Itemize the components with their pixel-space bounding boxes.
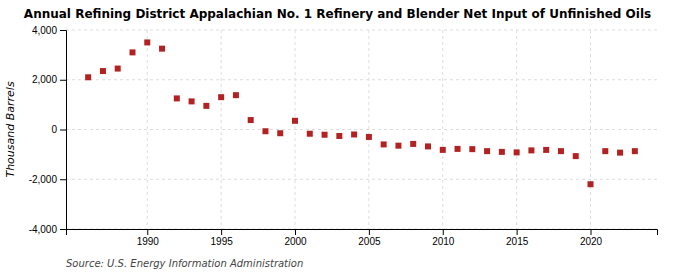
point (336, 133, 342, 139)
point (410, 141, 416, 147)
tick-mark (221, 229, 222, 235)
tick: 1990 (137, 229, 160, 247)
point (129, 49, 135, 55)
tick-mark (517, 229, 518, 235)
tick-mark (591, 229, 592, 235)
point (218, 94, 224, 100)
tick-label: 0 (51, 124, 57, 135)
point (440, 147, 446, 153)
tick-mark (369, 229, 370, 235)
point (248, 117, 254, 123)
point (381, 141, 387, 147)
tick-mark (60, 80, 66, 81)
point (174, 95, 180, 101)
tick-mark (295, 229, 296, 235)
tick-label: 2,000 (32, 74, 57, 85)
tick-mark (147, 229, 148, 235)
tick-label: -2,000 (29, 174, 58, 185)
tick: 2005 (358, 229, 381, 247)
tick-label: 2020 (580, 236, 603, 247)
axis-line (67, 230, 658, 236)
point (322, 132, 328, 138)
tick: 2000 (284, 229, 307, 247)
point (484, 148, 490, 154)
tick: -2,000 (29, 174, 66, 185)
point (558, 148, 564, 154)
point (543, 147, 549, 153)
tick-label: 1995 (211, 236, 234, 247)
point (514, 149, 520, 155)
tick-mark (60, 179, 66, 180)
tick: 2020 (580, 229, 603, 247)
tick: 2010 (432, 229, 455, 247)
point (307, 131, 313, 137)
tick: 4,000 (32, 25, 66, 36)
tick: 2015 (506, 229, 529, 247)
tick: 2,000 (32, 74, 66, 85)
tick-label: 2005 (358, 236, 381, 247)
point (144, 39, 150, 45)
tick-mark (443, 229, 444, 235)
point (85, 74, 91, 80)
tick-label: 1990 (137, 236, 160, 247)
point (277, 130, 283, 136)
tick-label: 4,000 (32, 25, 57, 36)
point (469, 146, 475, 152)
grid (66, 30, 657, 229)
chart: 1990 1995 2000 2005 2010 2015 2020 -4,000 -2,000… (0, 0, 675, 275)
grid-line (66, 129, 657, 130)
point (632, 148, 638, 154)
tick-label: 2000 (284, 236, 307, 247)
point (528, 147, 534, 153)
point (292, 118, 298, 124)
tick-mark (60, 130, 66, 131)
tick-label: -4,000 (29, 224, 58, 235)
points (85, 39, 638, 187)
point (159, 46, 165, 52)
point (395, 143, 401, 149)
title: Annual Refining District Appalachian No.… (24, 7, 651, 21)
grid-line (66, 79, 657, 80)
source: Source: U.S. Energy Information Administ… (66, 258, 303, 269)
x-axis: 1990 1995 2000 2005 2010 2015 2020 (67, 229, 658, 247)
tick-mark (60, 229, 66, 230)
point (115, 66, 121, 72)
tick: 0 (51, 124, 66, 135)
point (366, 134, 372, 140)
grid-line (66, 30, 657, 31)
grid-line (442, 30, 443, 229)
point (203, 103, 209, 109)
grid-line (66, 179, 657, 180)
point (233, 92, 239, 98)
point (189, 98, 195, 104)
point (425, 143, 431, 149)
tick-mark (60, 30, 66, 31)
y-axis: -4,000 -2,000 0 2,000 4,000 (29, 25, 67, 235)
point (602, 148, 608, 154)
grid-line (221, 30, 222, 229)
tick-label: 2015 (506, 236, 529, 247)
axis-line (60, 31, 67, 230)
point (617, 150, 623, 156)
plot-area: 1990 1995 2000 2005 2010 2015 2020 -4,000 -2,000… (29, 25, 658, 247)
tick: -4,000 (29, 224, 66, 235)
point (573, 153, 579, 159)
point (100, 68, 106, 74)
point (262, 128, 268, 134)
point (588, 181, 594, 187)
tick: 1995 (211, 229, 234, 247)
y-axis-label: Thousand Barrels (4, 81, 17, 177)
point (351, 131, 357, 137)
point (499, 149, 505, 155)
tick-label: 2010 (432, 236, 455, 247)
point (455, 146, 461, 152)
